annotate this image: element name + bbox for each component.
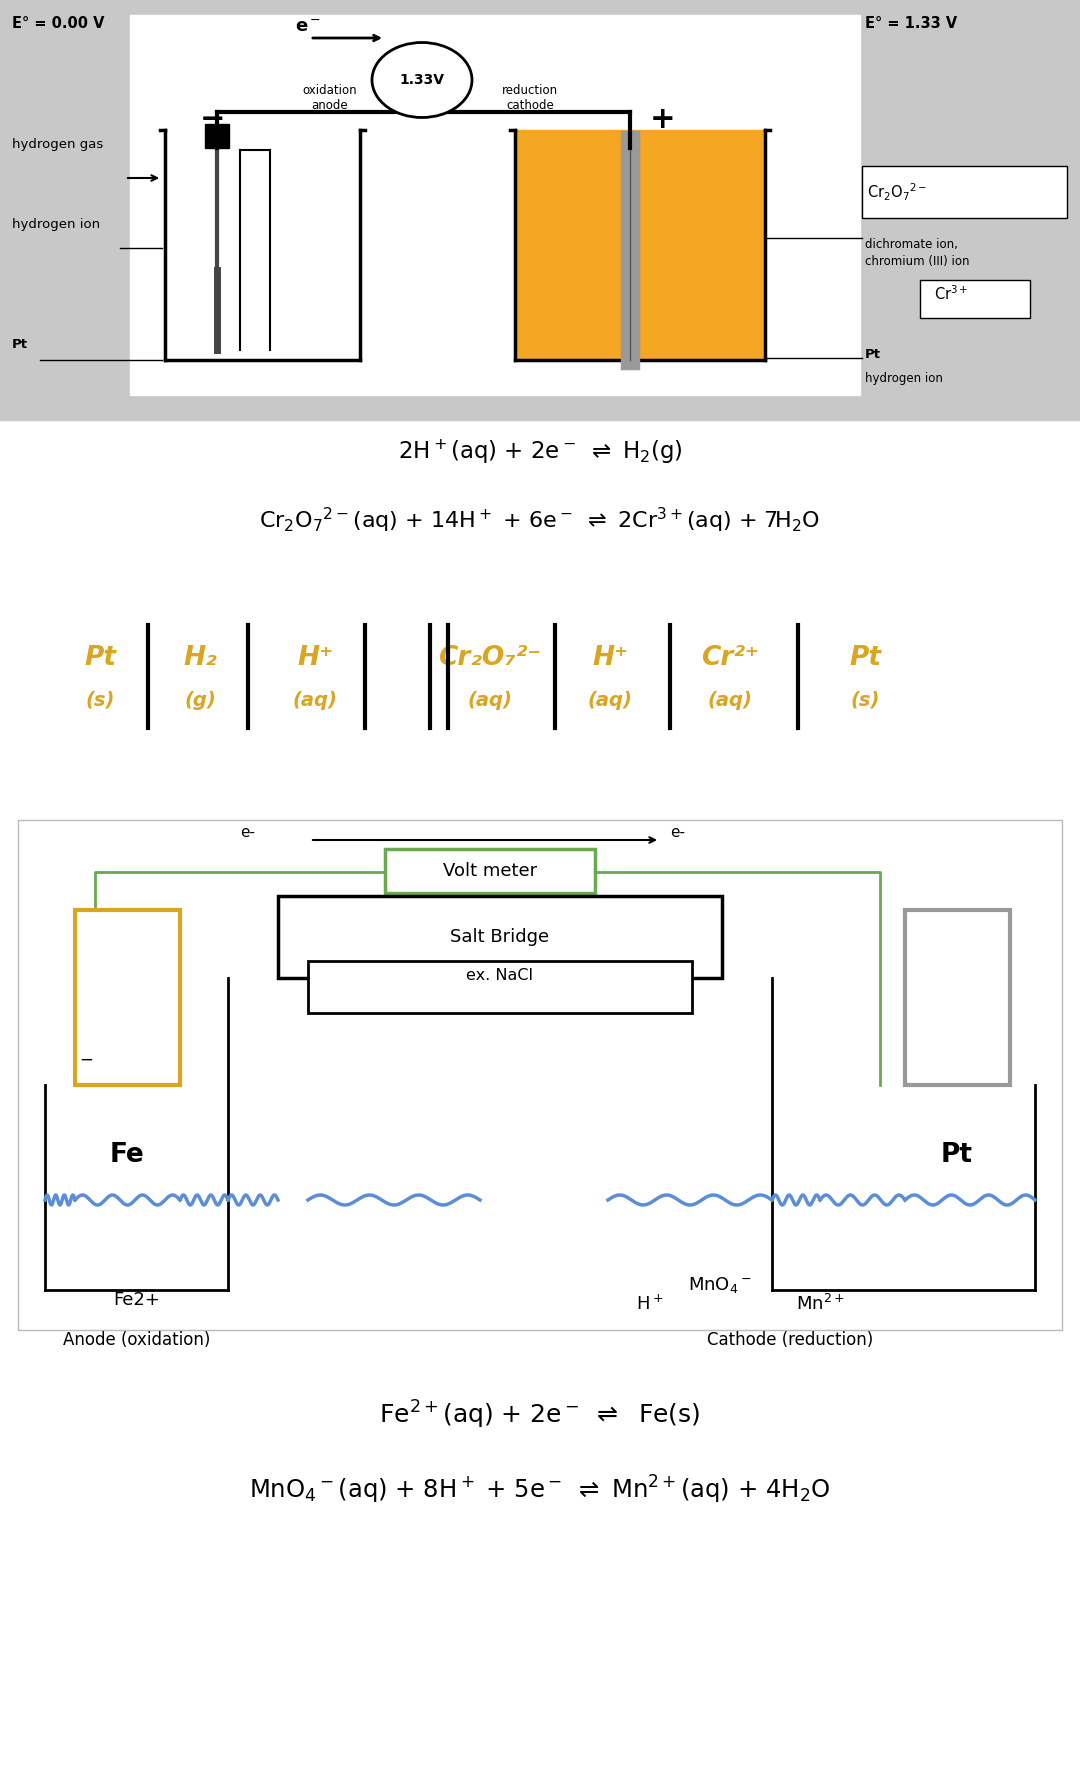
Text: Pt: Pt [84, 644, 116, 671]
Text: (aq): (aq) [468, 690, 512, 710]
Text: e$^-$: e$^-$ [295, 18, 321, 35]
Text: dichromate ion,: dichromate ion, [865, 237, 958, 251]
Bar [0, 0, 1080, 419]
Text: hydrogen gas: hydrogen gas [12, 138, 104, 150]
Text: Cr$_2$O$_7$$^{2-}$(aq) + 14H$^+$ + 6e$^-$ $\rightleftharpoons$ 2Cr$^{3+}$(aq) + : Cr$_2$O$_7$$^{2-}$(aq) + 14H$^+$ + 6e$^-… [259, 506, 821, 535]
Text: E° = 0.00 V: E° = 0.00 V [12, 16, 105, 32]
Bar [515, 129, 765, 359]
Text: E° = 1.33 V: E° = 1.33 V [865, 16, 957, 32]
Text: Pt: Pt [12, 338, 28, 350]
Text: Salt Bridge: Salt Bridge [450, 927, 550, 945]
Bar [205, 124, 229, 149]
Bar [278, 896, 723, 979]
Bar [384, 850, 595, 894]
Text: −: − [200, 104, 226, 135]
Text: +: + [650, 104, 676, 135]
Bar [75, 910, 180, 1085]
Text: Volt meter: Volt meter [443, 862, 537, 880]
Text: Cr$_2$O$_7$$^{2-}$: Cr$_2$O$_7$$^{2-}$ [867, 181, 927, 204]
Text: H$^+$: H$^+$ [636, 1294, 664, 1313]
Text: oxidation
anode: oxidation anode [302, 83, 357, 112]
Text: MnO$_4$$^-$(aq) + 8H$^+$ + 5e$^-$ $\rightleftharpoons$ Mn$^{2+}$(aq) + 4H$_2$O: MnO$_4$$^-$(aq) + 8H$^+$ + 5e$^-$ $\righ… [249, 1474, 831, 1506]
Text: e-: e- [670, 825, 685, 841]
Text: Anode (oxidation): Anode (oxidation) [64, 1331, 211, 1349]
Text: (aq): (aq) [293, 690, 337, 710]
Bar [308, 961, 692, 1012]
Text: (aq): (aq) [707, 690, 753, 710]
Text: hydrogen ion: hydrogen ion [865, 372, 943, 386]
Text: Mn$^{2+}$: Mn$^{2+}$ [796, 1294, 845, 1313]
Text: reduction
cathode: reduction cathode [502, 83, 558, 112]
Text: Cr$^{3+}$: Cr$^{3+}$ [934, 285, 969, 303]
Text: −: − [79, 1051, 93, 1069]
Text: Fe2+: Fe2+ [113, 1290, 161, 1310]
Text: Pt: Pt [941, 1142, 973, 1168]
Text: 1.33V: 1.33V [400, 73, 445, 87]
Text: (s): (s) [85, 690, 114, 710]
Ellipse shape [372, 42, 472, 117]
Bar [18, 820, 1062, 1329]
Text: H₂: H₂ [184, 644, 217, 671]
Text: MnO$_4$$^-$: MnO$_4$$^-$ [688, 1274, 752, 1296]
Text: Cathode (reduction): Cathode (reduction) [707, 1331, 873, 1349]
Text: Fe$^{2+}$(aq) + 2e$^-$ $\rightleftharpoons$  Fe(s): Fe$^{2+}$(aq) + 2e$^-$ $\rightleftharpoo… [379, 1398, 701, 1432]
Text: ex. NaCl: ex. NaCl [467, 968, 534, 982]
Text: 2H$^+$(aq) + 2e$^-$ $\rightleftharpoons$ H$_2$(g): 2H$^+$(aq) + 2e$^-$ $\rightleftharpoons$… [397, 437, 683, 466]
Text: (aq): (aq) [588, 690, 633, 710]
Bar [862, 166, 1067, 218]
Text: (g): (g) [184, 690, 216, 710]
Text: Pt: Pt [849, 644, 881, 671]
Bar [130, 14, 860, 395]
Bar [905, 910, 1010, 1085]
Text: chromium (III) ion: chromium (III) ion [865, 255, 970, 267]
Text: Cr₂O₇²⁻: Cr₂O₇²⁻ [438, 644, 541, 671]
Text: hydrogen ion: hydrogen ion [12, 218, 100, 232]
Text: Cr²⁺: Cr²⁺ [701, 644, 759, 671]
Text: (s): (s) [850, 690, 880, 710]
Text: e-: e- [240, 825, 255, 841]
Text: H⁺: H⁺ [297, 644, 333, 671]
Bar [920, 280, 1030, 319]
Text: Pt: Pt [865, 349, 881, 361]
Text: H⁺: H⁺ [592, 644, 627, 671]
Text: Fe: Fe [110, 1142, 145, 1168]
